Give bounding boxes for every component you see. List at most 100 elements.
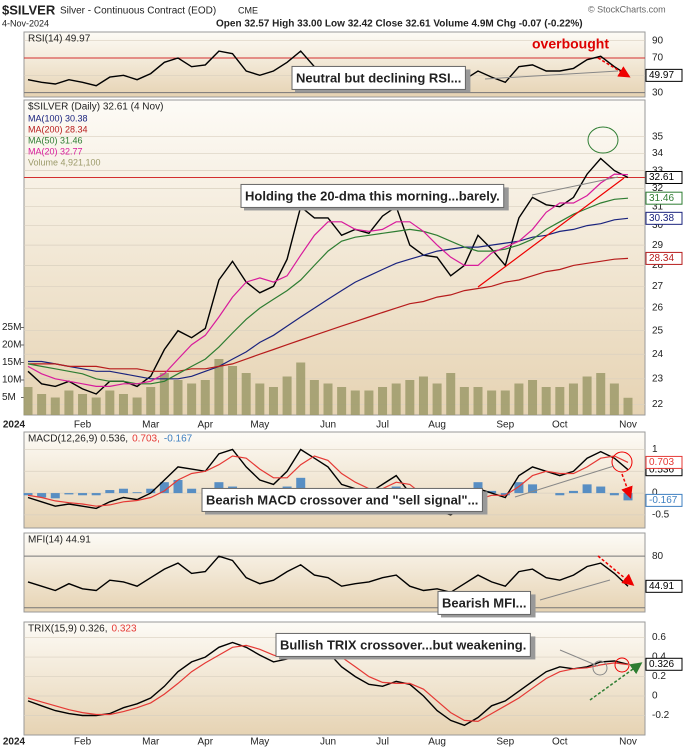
- value-tag: [645, 493, 683, 507]
- value-tag-label: -0.167: [649, 495, 678, 506]
- value-tag: [645, 251, 683, 265]
- panel: [23, 99, 646, 416]
- bar: [500, 493, 510, 496]
- bar: [37, 493, 47, 498]
- bar: [187, 383, 197, 415]
- bar: [187, 488, 197, 494]
- annotation: Bearish MACD crossover and "sell signal"…: [206, 492, 478, 507]
- value-tag-label: 0.326: [649, 659, 674, 670]
- bar: [364, 390, 374, 415]
- y-tick-label: 31: [652, 201, 664, 212]
- bar: [609, 383, 619, 415]
- legend-entry: MA(200) 28.34: [28, 124, 88, 134]
- callout-line: [559, 649, 599, 667]
- bar: [473, 482, 483, 494]
- bar: [64, 493, 74, 495]
- line: [27, 157, 629, 395]
- bar: [596, 486, 606, 494]
- bar: [159, 482, 169, 494]
- bar: [459, 387, 469, 415]
- annotation: Bearish MFI...: [442, 595, 527, 610]
- callout-line: [484, 70, 619, 80]
- arrow: [621, 473, 633, 499]
- value-tag-label: 0.703: [649, 457, 674, 468]
- x-tick-label: Mar: [142, 420, 160, 431]
- line: [27, 173, 629, 387]
- bar: [118, 394, 128, 415]
- bar: [173, 380, 183, 415]
- line: [27, 455, 629, 512]
- bar: [132, 492, 142, 494]
- bar: [568, 490, 578, 494]
- bar: [91, 397, 101, 415]
- y-tick-label: 24: [652, 349, 664, 360]
- y-tick-label: 0.6: [652, 632, 666, 643]
- bar: [159, 373, 169, 415]
- bar: [487, 490, 497, 494]
- bar: [200, 380, 210, 415]
- value-tag: [645, 170, 683, 184]
- bar: [487, 390, 497, 415]
- x-tick-label: Nov: [619, 420, 637, 431]
- bar: [582, 484, 592, 494]
- bar: [282, 376, 292, 415]
- bar: [132, 397, 142, 415]
- y-tick-label: 70: [652, 53, 664, 64]
- annotation-box: [437, 590, 532, 615]
- annotation-box: [240, 183, 505, 208]
- source: © StockCharts.com: [588, 4, 666, 14]
- annotation-box: [275, 632, 531, 657]
- legend-entry: 0.703,: [132, 434, 160, 445]
- y-tick-label: 0.2: [652, 671, 666, 682]
- y2-tick-label: 25M: [2, 322, 21, 333]
- y2-tick-label: 15M: [2, 357, 21, 368]
- bar: [146, 488, 156, 494]
- bar: [391, 383, 401, 415]
- y-tick-label: 30: [652, 87, 664, 98]
- x-tick-label: Apr: [197, 420, 213, 431]
- trend-line: [477, 177, 625, 288]
- bar: [268, 387, 278, 415]
- bar: [309, 380, 319, 415]
- x-tick-label: Aug: [428, 420, 446, 431]
- x-tick-label: Apr: [197, 737, 213, 748]
- bar: [255, 383, 265, 415]
- callout-line: [514, 465, 615, 498]
- legend-entry: TRIX(15,9) 0.326,: [28, 624, 107, 635]
- bar: [473, 387, 483, 415]
- bar: [418, 376, 428, 415]
- bar: [514, 383, 524, 415]
- y-tick-label: 30: [652, 220, 664, 231]
- legend-entry: MA(20) 32.77: [28, 146, 83, 156]
- legend-entry: -0.167: [164, 434, 193, 445]
- bar: [555, 493, 565, 496]
- arrow: [597, 555, 635, 586]
- bar: [350, 390, 360, 415]
- value-tag-label: 0.536: [649, 464, 674, 475]
- y-tick-label: 80: [652, 551, 664, 562]
- callout-line: [539, 579, 611, 601]
- y-tick-label: 35: [652, 131, 664, 142]
- bar: [296, 362, 306, 415]
- y2-tick-label: 5M: [2, 392, 16, 403]
- value-tag: [645, 211, 683, 225]
- bar: [623, 397, 633, 415]
- y-tick-label: 33: [652, 165, 664, 176]
- y2-tick-label: 20M: [2, 340, 21, 351]
- bar: [214, 482, 224, 494]
- line: [27, 197, 629, 385]
- x-tick-label: Aug: [428, 737, 446, 748]
- legend-entry: MACD(12,26,9) 0.536,: [28, 434, 128, 445]
- highlight: [614, 657, 630, 673]
- x-tick-label: Jul: [376, 420, 389, 431]
- bar: [173, 480, 183, 494]
- value-tag-label: 28.34: [649, 253, 674, 264]
- legend-entry: RSI(14) 49.97: [28, 34, 91, 45]
- value-tag: [645, 579, 683, 593]
- exchange: CME: [238, 5, 258, 15]
- value-tag-label: 44.91: [649, 581, 674, 592]
- value-tag-label: 49.97: [649, 70, 674, 81]
- x-tick-label: Oct: [552, 420, 568, 431]
- bar: [64, 390, 74, 415]
